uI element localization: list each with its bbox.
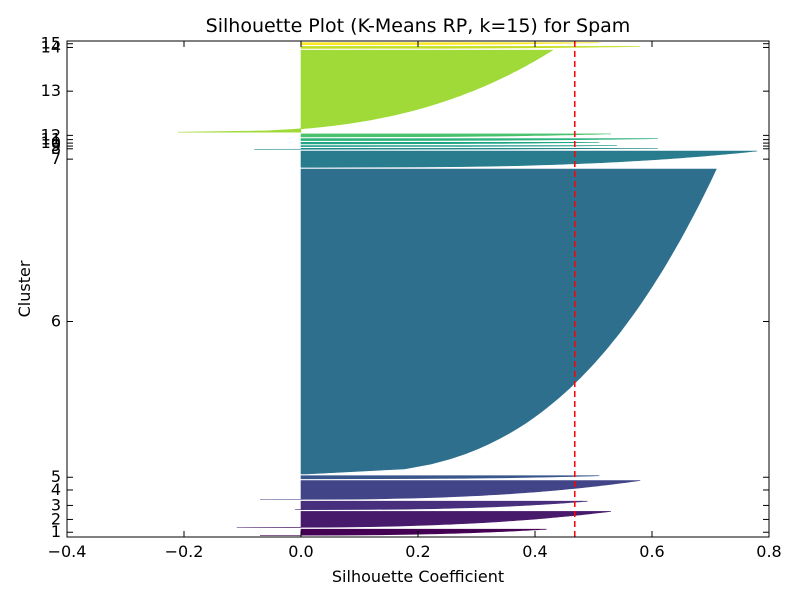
cluster-silhouette-6	[300, 168, 717, 475]
chart-title: Silhouette Plot (K-Means RP, k=15) for S…	[206, 15, 631, 37]
silhouette-bars	[178, 42, 758, 536]
y-tick-label: 12	[41, 125, 61, 144]
cluster-silhouette-13	[178, 49, 554, 133]
y-axis-label: Cluster	[15, 260, 34, 317]
cluster-silhouette-15	[300, 42, 600, 46]
x-tick-label: 0.2	[405, 542, 430, 561]
x-tick-label: 0.0	[288, 542, 313, 561]
cluster-silhouette-11	[300, 138, 658, 141]
x-axis-label: Silhouette Coefficient	[332, 567, 504, 586]
cluster-silhouette-7	[300, 150, 758, 168]
cluster-silhouette-12	[300, 133, 612, 138]
y-tick-label: 11	[41, 130, 61, 149]
cluster-silhouette-2	[236, 511, 612, 528]
y-tick-label: 1	[51, 522, 61, 541]
y-tick-label: 14	[41, 37, 61, 56]
y-tick-label: 6	[51, 312, 61, 331]
cluster-silhouette-4	[259, 480, 641, 500]
x-tick-label: 0.8	[756, 542, 781, 561]
cluster-silhouette-8	[254, 148, 658, 150]
y-tick-label: 4	[51, 480, 61, 499]
y-tick-label: 13	[41, 81, 61, 100]
cluster-silhouette-5	[300, 475, 600, 480]
y-tick-label: 9	[51, 136, 61, 155]
x-axis-ticks: −0.4 −0.2 0.0 0.2 0.4 0.6 0.8	[48, 41, 782, 561]
x-tick-label: 0.6	[639, 542, 664, 561]
y-tick-label: 3	[51, 495, 61, 514]
cluster-silhouette-10	[300, 142, 600, 145]
y-tick-label: 8	[51, 139, 61, 158]
y-tick-label: 15	[41, 34, 61, 53]
y-tick-label: 7	[51, 149, 61, 168]
x-tick-label: 0.4	[522, 542, 547, 561]
y-tick-label: 2	[51, 509, 61, 528]
y-tick-label: 5	[51, 467, 61, 486]
cluster-silhouette-9	[300, 145, 617, 147]
x-tick-label: −0.4	[48, 542, 87, 561]
cluster-silhouette-1	[259, 528, 547, 536]
cluster-silhouette-14	[300, 46, 641, 49]
x-tick-label: −0.2	[165, 542, 204, 561]
cluster-silhouette-3	[295, 500, 588, 511]
y-tick-label: 10	[41, 133, 61, 152]
